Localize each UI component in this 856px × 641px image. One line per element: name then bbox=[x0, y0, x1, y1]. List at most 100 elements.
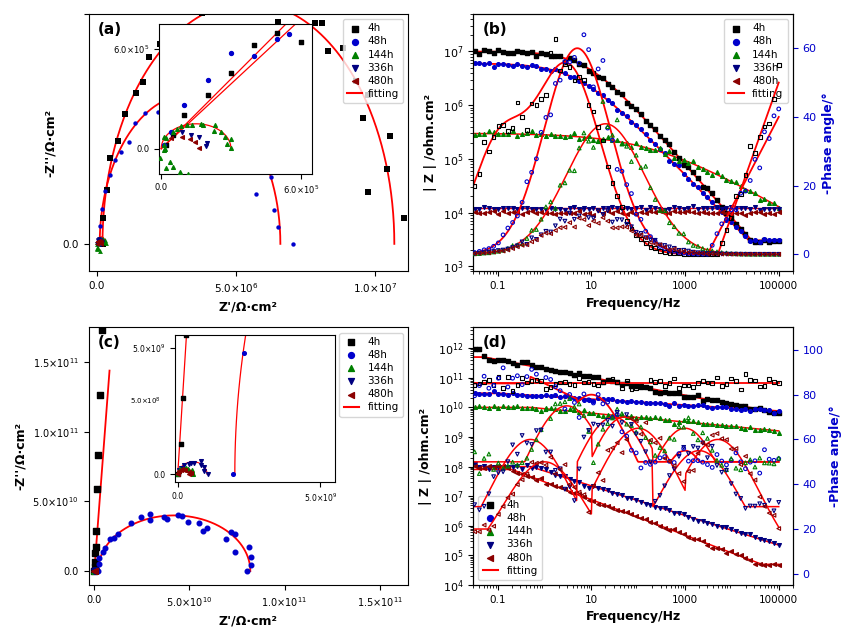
Point bbox=[734, 208, 747, 219]
Point bbox=[458, 501, 472, 512]
Point bbox=[549, 381, 562, 392]
Point bbox=[625, 101, 639, 111]
Point bbox=[658, 149, 672, 159]
Point bbox=[739, 451, 752, 462]
Point bbox=[610, 504, 624, 515]
Point bbox=[558, 377, 572, 387]
Point bbox=[104, 153, 117, 163]
Point bbox=[591, 88, 605, 98]
Point bbox=[568, 379, 581, 390]
Point bbox=[586, 216, 600, 226]
Point bbox=[715, 238, 728, 248]
Point bbox=[558, 390, 572, 401]
Point bbox=[501, 128, 514, 138]
Point bbox=[510, 460, 524, 470]
Point bbox=[596, 203, 609, 213]
Point bbox=[539, 383, 553, 394]
Point bbox=[767, 235, 781, 246]
Point bbox=[539, 447, 553, 457]
Point bbox=[615, 215, 629, 225]
Point bbox=[653, 240, 667, 250]
Point bbox=[610, 115, 624, 125]
Point bbox=[520, 128, 534, 138]
Point bbox=[444, 463, 458, 474]
Point bbox=[681, 237, 695, 247]
Point bbox=[98, 543, 111, 553]
Point bbox=[449, 249, 462, 259]
Point bbox=[743, 208, 757, 218]
Point bbox=[88, 562, 102, 572]
Point bbox=[496, 401, 510, 411]
Point bbox=[663, 504, 676, 515]
Point bbox=[629, 104, 643, 114]
Point bbox=[634, 230, 648, 240]
Point bbox=[644, 121, 657, 131]
Point bbox=[610, 410, 624, 420]
Point bbox=[715, 247, 728, 258]
Point bbox=[629, 227, 643, 237]
Point bbox=[763, 119, 776, 129]
Point bbox=[620, 508, 633, 518]
Point bbox=[758, 233, 771, 244]
Point bbox=[615, 506, 629, 516]
Point bbox=[648, 496, 662, 506]
Point bbox=[605, 411, 619, 421]
Point bbox=[629, 230, 643, 240]
Point bbox=[615, 108, 629, 119]
Point bbox=[596, 209, 609, 219]
Point bbox=[677, 160, 691, 171]
Point bbox=[729, 204, 743, 215]
Point bbox=[596, 412, 609, 422]
Point bbox=[634, 142, 648, 152]
Point bbox=[625, 203, 639, 213]
Point bbox=[478, 208, 491, 218]
Point bbox=[458, 249, 472, 259]
Point bbox=[629, 427, 643, 437]
Point bbox=[270, 222, 284, 232]
Point bbox=[700, 518, 714, 528]
Point bbox=[625, 419, 639, 429]
Point bbox=[586, 106, 600, 117]
Point bbox=[644, 235, 657, 245]
Point bbox=[629, 380, 643, 390]
Point bbox=[473, 49, 486, 59]
Point bbox=[634, 397, 648, 407]
Point bbox=[739, 249, 752, 260]
Point bbox=[349, 76, 363, 86]
Point bbox=[615, 166, 629, 176]
Point bbox=[720, 522, 734, 532]
Point bbox=[467, 130, 481, 140]
Point bbox=[767, 408, 781, 418]
Point bbox=[734, 249, 747, 260]
Point bbox=[458, 378, 472, 388]
Point bbox=[515, 373, 529, 383]
Point bbox=[549, 465, 562, 476]
Point bbox=[705, 441, 719, 451]
Point bbox=[763, 406, 776, 417]
Point bbox=[487, 204, 501, 214]
Point bbox=[315, 19, 329, 29]
Point bbox=[96, 236, 110, 246]
Point bbox=[672, 383, 686, 393]
Point bbox=[668, 222, 681, 232]
Point bbox=[705, 170, 719, 180]
Point bbox=[681, 392, 695, 402]
Point bbox=[724, 421, 738, 431]
Point bbox=[487, 521, 501, 531]
Point bbox=[558, 367, 572, 378]
Point bbox=[672, 228, 686, 238]
Point bbox=[591, 137, 605, 147]
Point bbox=[562, 217, 576, 228]
Point bbox=[129, 87, 143, 97]
Point bbox=[605, 208, 619, 218]
Point bbox=[653, 433, 667, 444]
Point bbox=[525, 392, 538, 402]
Point bbox=[553, 367, 567, 377]
Point bbox=[558, 60, 572, 70]
Point bbox=[710, 428, 724, 438]
Point bbox=[720, 248, 734, 258]
Point bbox=[515, 203, 529, 213]
Point bbox=[577, 78, 591, 88]
Point bbox=[696, 438, 710, 448]
Point bbox=[763, 454, 776, 464]
